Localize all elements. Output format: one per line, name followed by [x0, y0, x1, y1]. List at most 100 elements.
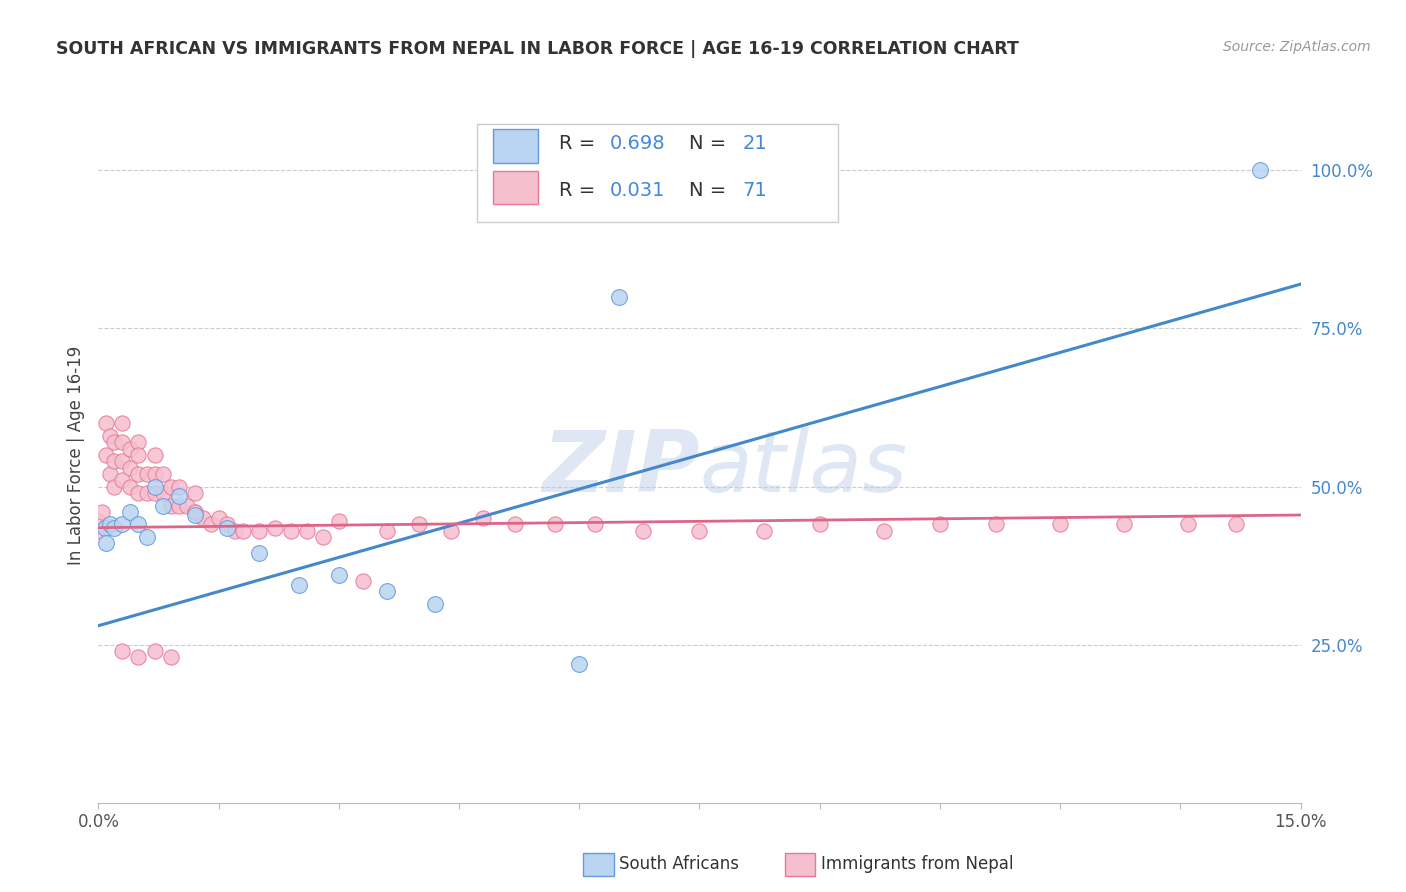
Point — [96, 448, 118, 462]
Point — [984, 517, 1007, 532]
Point — [208, 511, 231, 525]
Point — [152, 499, 174, 513]
Text: 71: 71 — [742, 181, 768, 200]
Point — [568, 657, 591, 671]
Point — [224, 524, 246, 538]
Point — [167, 489, 190, 503]
Point — [280, 524, 302, 538]
Point — [128, 467, 150, 481]
Point — [873, 524, 896, 538]
Text: Immigrants from Nepal: Immigrants from Nepal — [821, 855, 1014, 873]
Point — [94, 521, 117, 535]
Point — [128, 517, 150, 532]
Point — [111, 644, 134, 658]
Point — [152, 467, 174, 481]
Point — [135, 530, 157, 544]
Point — [120, 505, 142, 519]
Point — [96, 536, 118, 550]
Point — [91, 505, 114, 519]
Point — [128, 448, 150, 462]
Text: N =: N = — [689, 135, 733, 153]
Text: South Africans: South Africans — [619, 855, 738, 873]
Point — [752, 524, 775, 538]
Point — [375, 583, 398, 598]
Point — [609, 290, 631, 304]
Point — [103, 454, 125, 468]
Point — [808, 517, 831, 532]
Point — [120, 479, 142, 493]
Point — [688, 524, 710, 538]
Point — [247, 524, 270, 538]
Point — [143, 467, 166, 481]
Point — [111, 435, 134, 450]
Text: R =: R = — [558, 181, 602, 200]
Point — [159, 499, 181, 513]
Point — [87, 524, 110, 538]
Point — [167, 499, 190, 513]
Point — [183, 486, 205, 500]
Point — [128, 435, 150, 450]
FancyBboxPatch shape — [492, 129, 538, 162]
Point — [633, 524, 655, 538]
Text: ZIP: ZIP — [541, 427, 699, 510]
Point — [183, 508, 205, 522]
Point — [408, 517, 430, 532]
Point — [176, 499, 198, 513]
Point — [200, 517, 222, 532]
Point — [375, 524, 398, 538]
Text: 21: 21 — [742, 135, 768, 153]
Point — [352, 574, 374, 589]
Point — [111, 454, 134, 468]
Point — [135, 467, 157, 481]
Point — [295, 524, 318, 538]
Point — [423, 597, 446, 611]
Point — [183, 505, 205, 519]
Point — [167, 479, 190, 493]
Point — [128, 486, 150, 500]
Point — [143, 448, 166, 462]
Point — [159, 479, 181, 493]
Y-axis label: In Labor Force | Age 16-19: In Labor Force | Age 16-19 — [66, 345, 84, 565]
Point — [120, 460, 142, 475]
Point — [1114, 517, 1136, 532]
Point — [135, 486, 157, 500]
Point — [143, 644, 166, 658]
FancyBboxPatch shape — [492, 171, 538, 204]
Point — [103, 479, 125, 493]
Point — [1250, 163, 1272, 178]
Point — [472, 511, 495, 525]
Point — [128, 650, 150, 665]
Text: 0.031: 0.031 — [609, 181, 665, 200]
Text: atlas: atlas — [699, 427, 907, 510]
Point — [440, 524, 463, 538]
Text: SOUTH AFRICAN VS IMMIGRANTS FROM NEPAL IN LABOR FORCE | AGE 16-19 CORRELATION CH: SOUTH AFRICAN VS IMMIGRANTS FROM NEPAL I… — [56, 40, 1019, 58]
Point — [215, 517, 238, 532]
Point — [103, 521, 125, 535]
Point — [328, 568, 350, 582]
Point — [288, 577, 311, 591]
Point — [503, 517, 526, 532]
Point — [111, 417, 134, 431]
Point — [1049, 517, 1071, 532]
Point — [100, 429, 122, 443]
Point — [152, 486, 174, 500]
Point — [544, 517, 567, 532]
Point — [103, 435, 125, 450]
Point — [159, 650, 181, 665]
Point — [120, 442, 142, 456]
Text: N =: N = — [689, 181, 733, 200]
Point — [111, 517, 134, 532]
Point — [100, 467, 122, 481]
Text: R =: R = — [558, 135, 602, 153]
Point — [183, 505, 205, 519]
Point — [215, 521, 238, 535]
Point — [191, 511, 214, 525]
Point — [232, 524, 254, 538]
Point — [111, 473, 134, 487]
Text: Source: ZipAtlas.com: Source: ZipAtlas.com — [1223, 40, 1371, 54]
Point — [100, 517, 122, 532]
Point — [263, 521, 285, 535]
Point — [143, 479, 166, 493]
Text: 0.698: 0.698 — [609, 135, 665, 153]
Point — [929, 517, 952, 532]
